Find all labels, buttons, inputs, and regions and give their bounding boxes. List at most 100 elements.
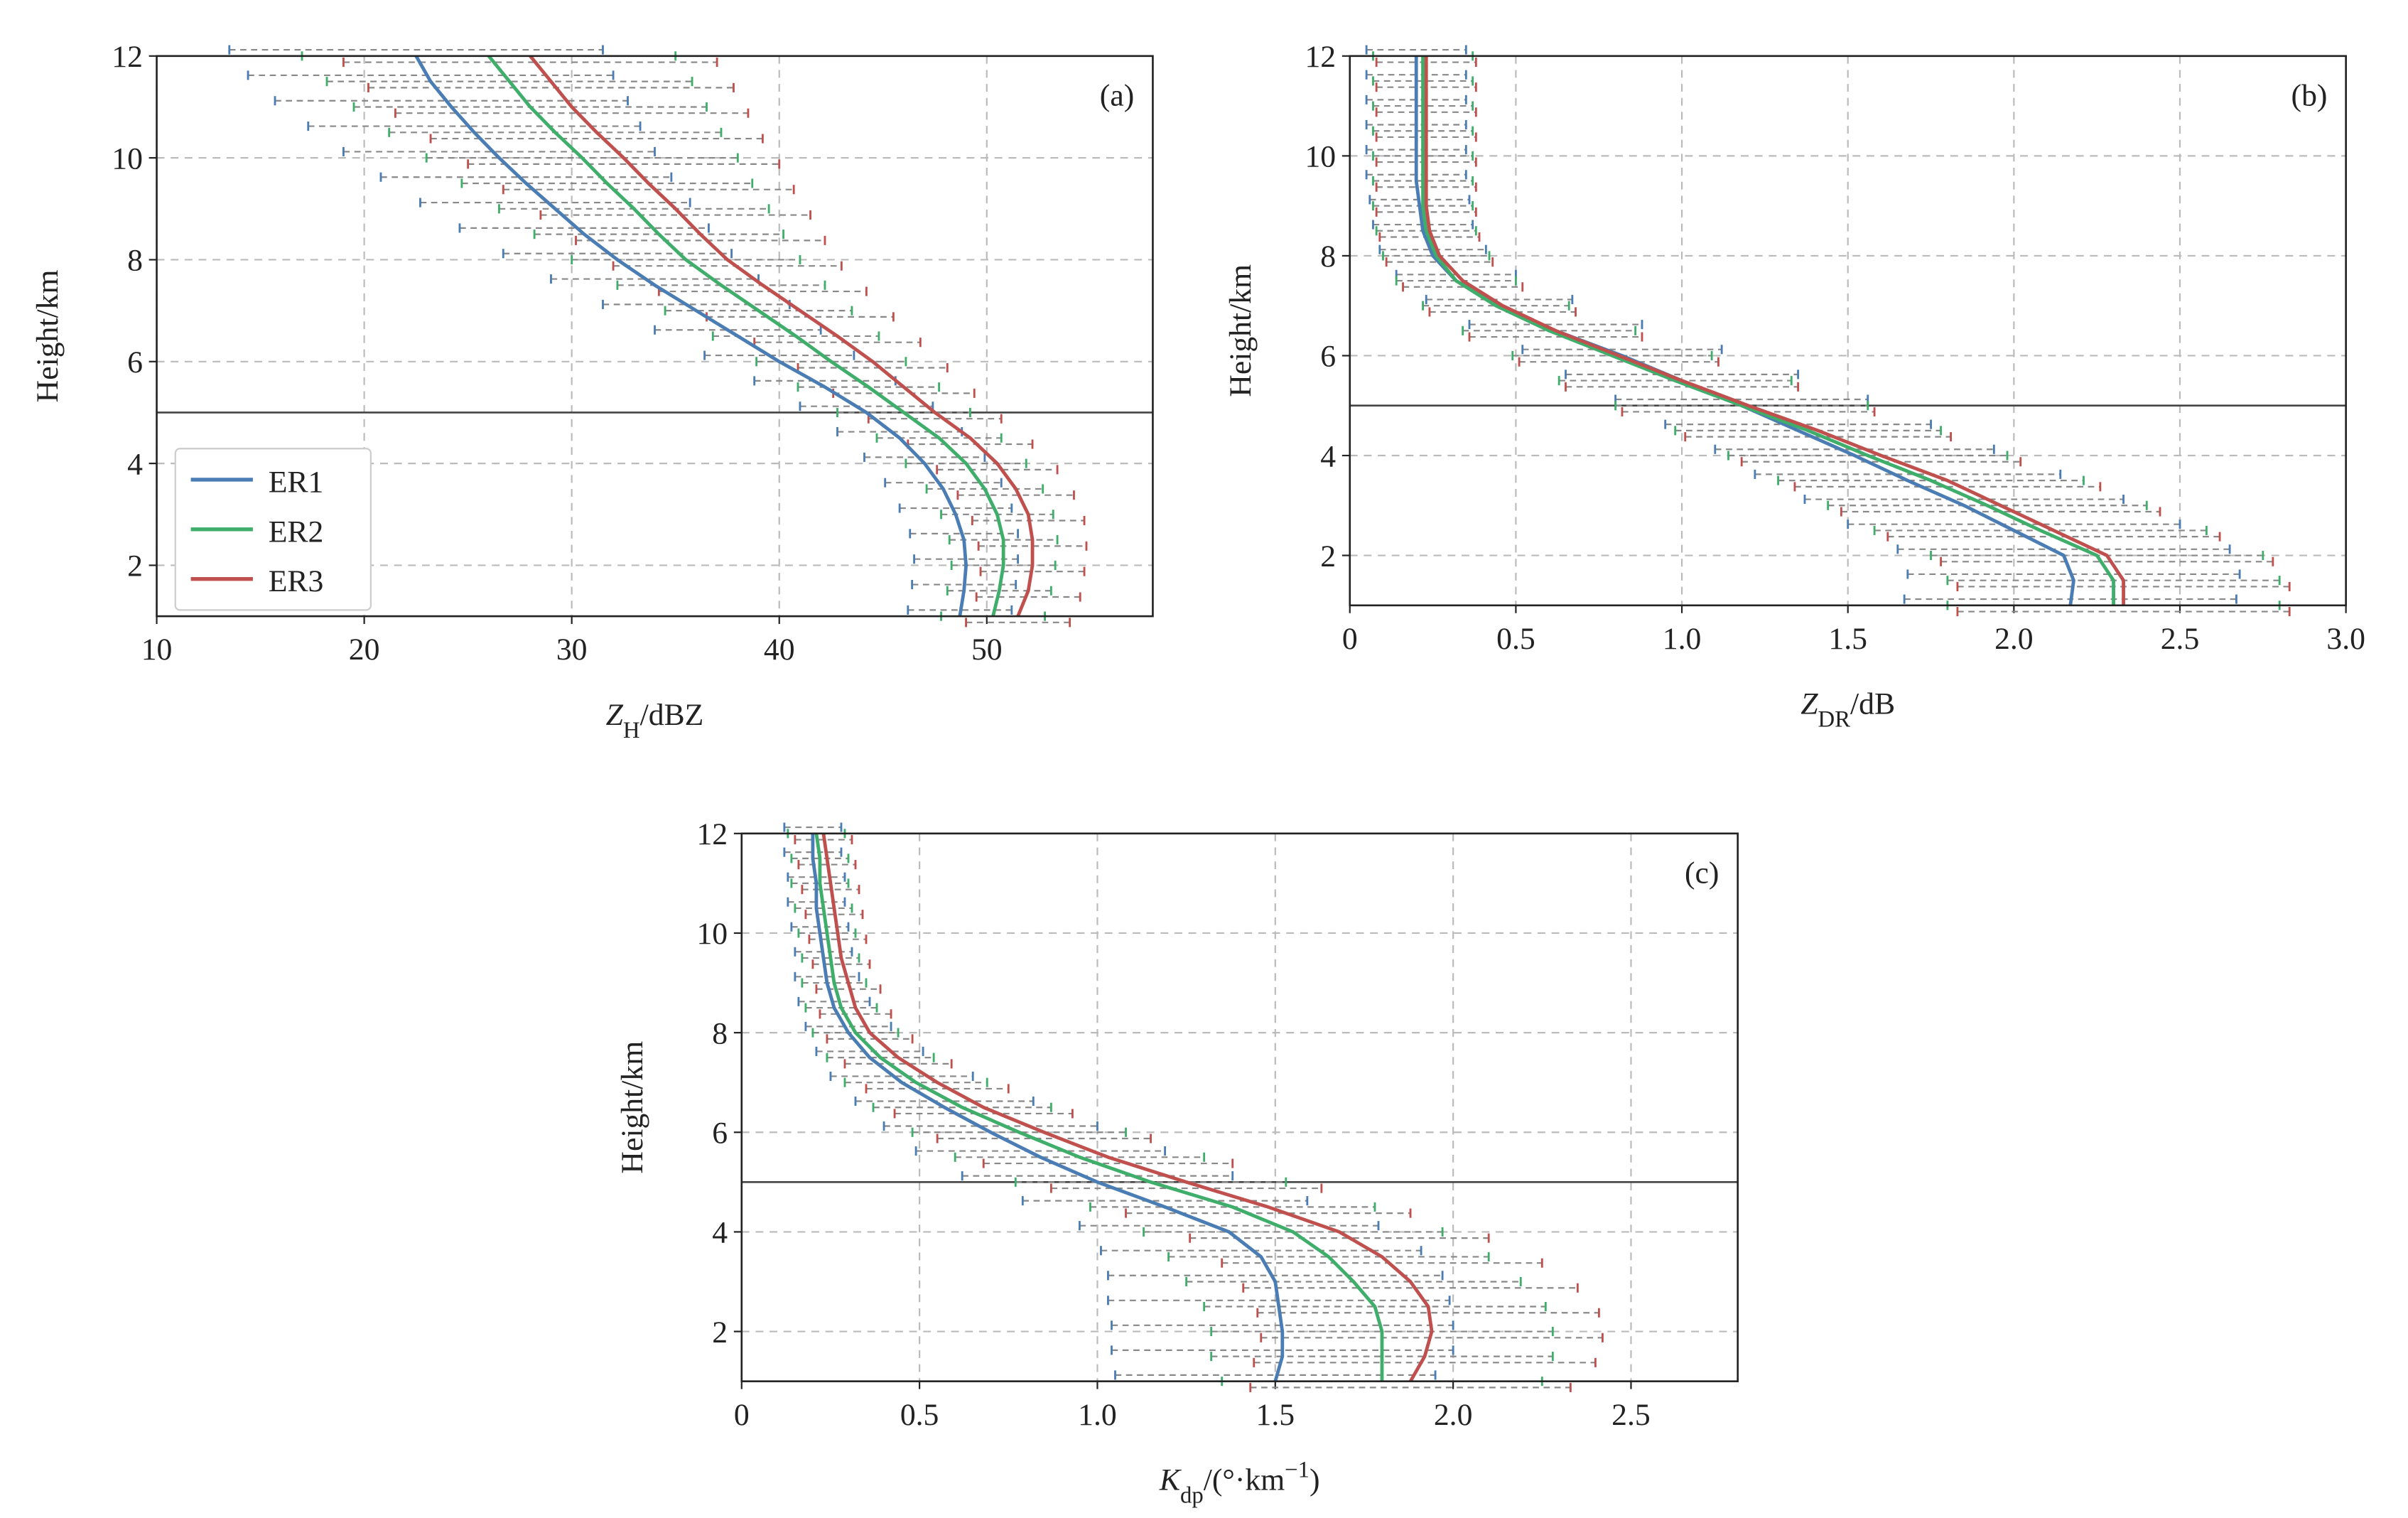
error-bar [1372,101,1474,111]
series-line [814,833,1384,1382]
error-bar [1365,45,1467,55]
plot-frame [1349,55,2347,607]
error-bar [804,910,864,920]
error-bar [893,1109,1074,1119]
x-axis-label-part: H [623,718,640,743]
error-bar [1372,201,1474,211]
error-bar [753,376,897,386]
error-bar [1203,1301,1547,1312]
error-bar [790,878,850,888]
legend-label: ER2 [269,515,324,549]
error-bar [1621,407,1876,417]
x-tick-label: 2.0 [1994,622,2034,656]
error-bar [1518,357,1719,367]
series-line [1421,55,2115,605]
error-bar [1260,1333,1604,1342]
x-axis-label: Kdp/(°·km−1) [1159,1457,1320,1508]
error-bar [228,45,604,55]
error-bar [1372,220,1474,230]
error-bar [1210,1327,1554,1337]
x-tick-label: 1.5 [1828,622,1867,656]
error-bar [794,903,853,913]
y-tick-label: 2 [1320,539,1336,574]
error-bar [1107,1271,1444,1281]
error-bar [811,1028,900,1038]
error-bar [1167,1251,1490,1262]
error-bar [1125,1208,1412,1218]
panel-label: (c) [1685,856,1719,890]
error-bar [1256,1308,1600,1318]
x-tick-label: 1.0 [1663,622,1702,656]
error-bar [797,928,857,938]
y-tick-label: 6 [127,345,143,380]
error-bar [379,172,673,182]
error-bar [612,261,843,271]
y-tick-label: 12 [1305,40,1336,74]
error-bar [1375,182,1477,192]
y-tick-label: 12 [696,817,728,851]
x-tick-label: 0 [734,1398,750,1432]
error-bar [1221,1258,1543,1268]
x-tick-label: 3.0 [2326,622,2365,656]
series-line [487,55,1005,617]
x-axis-label-part: −1 [1285,1457,1310,1482]
error-bar [1803,494,2124,505]
plot-frame [740,832,1739,1382]
error-bar [1378,232,1481,242]
x-axis-label-part: K [1159,1463,1182,1497]
error-bar [307,122,642,131]
error-bar [1565,382,1800,392]
error-bar [783,847,843,857]
y-tick-label: 8 [1320,239,1336,274]
error-bar [1372,176,1474,186]
x-tick-label: 1.0 [1078,1398,1117,1432]
y-axis-label: Height/km [615,1041,649,1174]
error-bar [1375,82,1477,92]
error-bar [794,834,853,845]
error-bar [797,860,857,870]
series-line [1414,55,2075,606]
error-bar [1557,376,1793,386]
error-bar [1375,207,1477,217]
error-bar [1375,132,1477,142]
x-tick-label: 2.5 [2161,622,2200,656]
error-bar [1049,1183,1323,1193]
error-bar [1365,170,1467,180]
error-bar [975,592,1081,602]
error-bar [1906,569,2241,579]
error-bar [1614,401,1869,411]
error-bar [1375,226,1477,236]
error-bar [977,541,1088,551]
plot-frame [156,55,1154,618]
series-line [529,55,1035,618]
x-axis-label: ZDR/dB [1800,687,1895,733]
error-bar [1754,469,2062,479]
error-bar [1372,126,1474,136]
x-axis-label-part: /dBZ [640,698,704,732]
error-bar [909,529,1020,539]
error-bar [875,433,1003,443]
error-bar [247,70,615,80]
error-bar [1365,70,1467,80]
error-bar [1422,301,1570,311]
series-line [821,833,1434,1382]
error-bar [703,350,855,360]
error-bar [783,822,843,832]
error-bar [907,605,1013,615]
error-bar [1521,345,1723,355]
error-bar [965,618,1071,628]
error-bar [1111,1345,1454,1355]
error-bar [342,57,718,68]
x-axis-label-part: DR [1818,707,1851,733]
error-bar [602,299,791,309]
error-bar [1956,607,2291,617]
error-bar [1847,520,2181,529]
x-axis-label: ZH/dBZ [606,698,704,743]
x-axis-label-part: /dB [1850,687,1895,721]
error-bar [419,198,691,208]
error-bar [1111,1320,1454,1330]
error-bar [911,579,1017,590]
error-bar [1375,107,1477,117]
panel-label: (a) [1100,79,1134,113]
error-bar [325,77,693,87]
